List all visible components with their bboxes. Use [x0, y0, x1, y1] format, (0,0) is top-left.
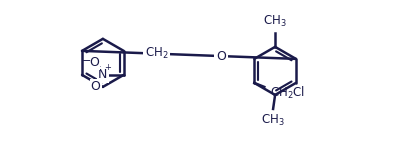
Text: O: O — [216, 50, 225, 63]
Text: CH$_2$Cl: CH$_2$Cl — [269, 85, 305, 101]
Text: N: N — [98, 68, 107, 81]
Text: +: + — [104, 63, 111, 72]
Text: CH$_3$: CH$_3$ — [261, 113, 284, 128]
Text: CH$_2$: CH$_2$ — [145, 46, 168, 61]
Text: CH$_3$: CH$_3$ — [263, 14, 286, 29]
Text: O: O — [91, 80, 100, 93]
Text: O: O — [89, 56, 99, 69]
Text: −: − — [82, 56, 91, 66]
